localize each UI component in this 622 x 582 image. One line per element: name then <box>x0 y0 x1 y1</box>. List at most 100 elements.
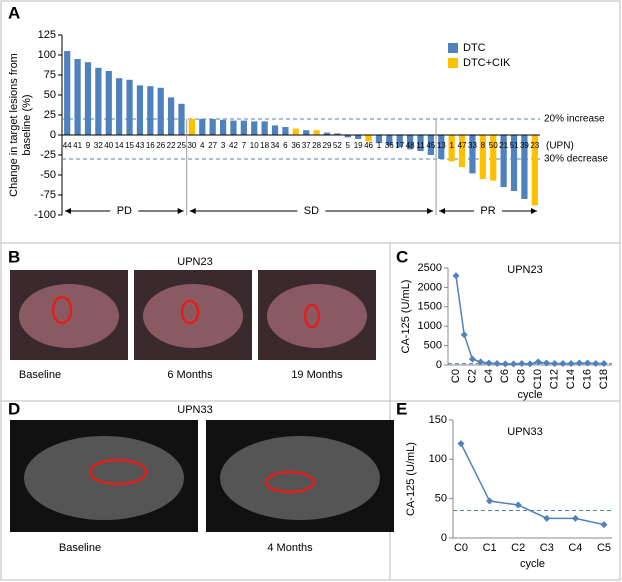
y-axis-label: CA-125 (U/mL) <box>405 442 417 516</box>
bar <box>64 51 71 135</box>
x-tick-label: 3 <box>221 141 226 150</box>
data-point <box>518 359 526 367</box>
y-tick-label: -50 <box>40 169 56 181</box>
x-tick-label: 5 <box>346 141 351 150</box>
data-point <box>486 497 494 505</box>
x-tick-label: 45 <box>426 141 435 150</box>
data-point <box>584 359 592 367</box>
x-tick-label: 4 <box>200 141 205 150</box>
y-axis-label: CA-125 (U/mL) <box>400 280 412 354</box>
data-line <box>455 275 604 365</box>
bar <box>95 67 102 135</box>
group-label-bg <box>110 204 139 218</box>
bar <box>178 103 185 135</box>
y-tick-label: 25 <box>44 109 56 121</box>
x-axis-label: (UPN) <box>546 141 574 152</box>
y-tick-label: -25 <box>40 149 56 161</box>
x-tick-label: 27 <box>208 141 217 150</box>
data-point <box>501 360 509 368</box>
legend-swatch <box>448 43 458 53</box>
bar <box>126 79 133 135</box>
y-tick-label: 1000 <box>418 320 442 332</box>
y-tick-label: 50 <box>44 89 56 101</box>
x-tick-label: 46 <box>364 141 373 150</box>
x-tick-label: 17 <box>395 141 404 150</box>
scan-body <box>24 436 184 520</box>
data-point <box>571 514 579 522</box>
bar <box>438 135 445 159</box>
panel-letter: A <box>8 3 20 22</box>
x-tick-label: C2 <box>466 369 478 383</box>
legend-label: DTC <box>463 42 486 54</box>
legend-label: DTC+CIK <box>463 57 511 69</box>
bar <box>261 121 268 135</box>
x-tick-label: 22 <box>167 141 176 150</box>
bar <box>240 120 247 135</box>
x-tick-label: 1 <box>377 141 382 150</box>
data-line <box>460 443 605 526</box>
data-point <box>514 501 522 509</box>
bar <box>116 78 123 135</box>
bar <box>230 120 237 135</box>
x-tick-label: 43 <box>135 141 144 150</box>
data-point <box>542 359 550 367</box>
image-caption: 4 Months <box>267 542 313 554</box>
bar <box>219 119 227 135</box>
bar <box>282 127 289 135</box>
bar <box>427 135 435 155</box>
bar <box>510 135 518 191</box>
mri-images <box>10 420 394 532</box>
reference-label: 30% decrease <box>544 154 608 165</box>
data-point <box>559 359 567 367</box>
chart-title: UPN23 <box>507 264 542 276</box>
x-tick-label: 34 <box>271 141 280 150</box>
x-tick-label: 7 <box>242 141 247 150</box>
scan-body <box>220 436 380 520</box>
reference-label: 20% increase <box>544 114 605 125</box>
x-tick-label: 36 <box>385 141 394 150</box>
y-tick-label: 150 <box>429 414 447 426</box>
data-point <box>510 360 518 368</box>
bar <box>105 71 112 135</box>
bar <box>74 59 81 135</box>
bar <box>375 135 383 143</box>
data-point <box>551 359 559 367</box>
x-tick-label: 42 <box>229 141 238 150</box>
y-axis-label: Change in target lesions from <box>8 53 20 197</box>
bar <box>188 119 196 135</box>
group-label-bg <box>297 204 326 218</box>
data-point <box>567 359 575 367</box>
data-point <box>534 358 542 366</box>
x-tick-label: 10 <box>250 141 259 150</box>
bar <box>355 135 362 139</box>
x-tick-label: 1 <box>449 141 454 150</box>
image-title: UPN23 <box>177 256 212 268</box>
y-tick-label: 0 <box>50 129 56 141</box>
x-axis-label: cycle <box>517 389 542 401</box>
image-title: UPN33 <box>177 404 212 416</box>
x-tick-label: C6 <box>499 369 511 383</box>
y-axis-label: baseline (%) <box>21 94 33 155</box>
bar <box>521 135 528 199</box>
bar <box>84 62 92 136</box>
panel-letter: C <box>396 247 408 266</box>
bar <box>490 135 497 181</box>
image-caption: Baseline <box>59 542 101 554</box>
data-point <box>526 360 534 368</box>
image-caption: Baseline <box>19 369 61 381</box>
x-tick-label: 29 <box>323 141 332 150</box>
y-tick-label: 50 <box>435 493 447 505</box>
x-tick-label: 33 <box>468 141 477 150</box>
bar <box>136 85 144 135</box>
x-tick-label: C18 <box>598 369 610 389</box>
x-tick-label: 50 <box>489 141 498 150</box>
scan-body <box>267 284 367 348</box>
y-tick-label: -100 <box>34 209 56 221</box>
x-tick-label: 11 <box>416 141 425 150</box>
lesion-marker <box>51 295 73 325</box>
y-tick-label: 125 <box>38 29 56 41</box>
x-tick-label: 48 <box>406 141 415 150</box>
data-point <box>600 359 608 367</box>
bar <box>209 119 216 135</box>
x-tick-label: 36 <box>291 141 300 150</box>
